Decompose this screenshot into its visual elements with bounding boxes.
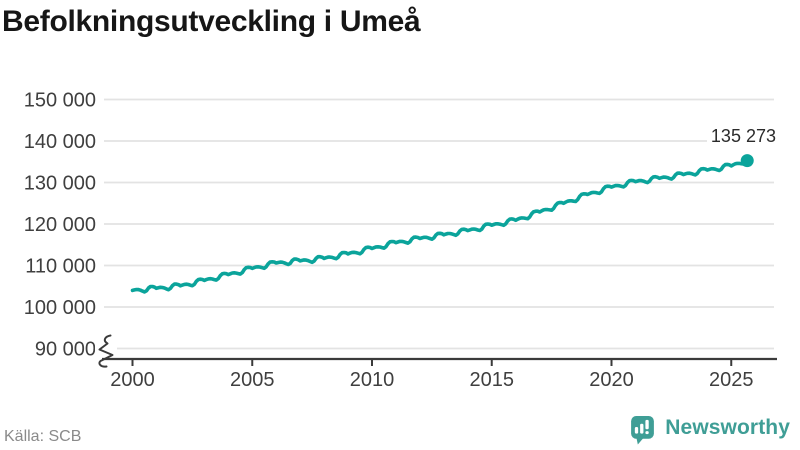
- axis-break-mask: [95, 337, 117, 356]
- y-tick-label: 140 000: [24, 131, 96, 153]
- x-tick-label: 2020: [589, 369, 634, 391]
- source-caption: Källa: SCB: [4, 428, 82, 445]
- x-tick-label: 2005: [230, 369, 275, 391]
- y-axis-break-squiggle: [98, 334, 114, 368]
- x-tick-label: 2010: [350, 369, 395, 391]
- y-tick-label: 90 000: [35, 339, 96, 361]
- y-tick-label: 100 000: [24, 297, 96, 319]
- x-tick-label: 2000: [110, 369, 155, 391]
- endpoint-dot: [740, 154, 754, 168]
- newsworthy-wordmark: Newsworthy: [665, 416, 790, 439]
- y-tick-label: 110 000: [25, 256, 96, 278]
- y-tick-label: 150 000: [24, 90, 96, 112]
- endpoint-value-label: 135 273: [706, 125, 776, 148]
- x-tick-label: 2015: [470, 369, 515, 391]
- population-line: [130, 158, 750, 294]
- y-tick-label: 120 000: [24, 214, 96, 236]
- y-tick-label: 130 000: [24, 173, 96, 195]
- x-tick-label: 2025: [709, 369, 754, 391]
- newsworthy-logo: Newsworthy: [631, 416, 790, 445]
- chart-title: Befolkningsutveckling i Umeå: [2, 5, 421, 38]
- bar-chart-speech-bubble-icon: [631, 416, 655, 445]
